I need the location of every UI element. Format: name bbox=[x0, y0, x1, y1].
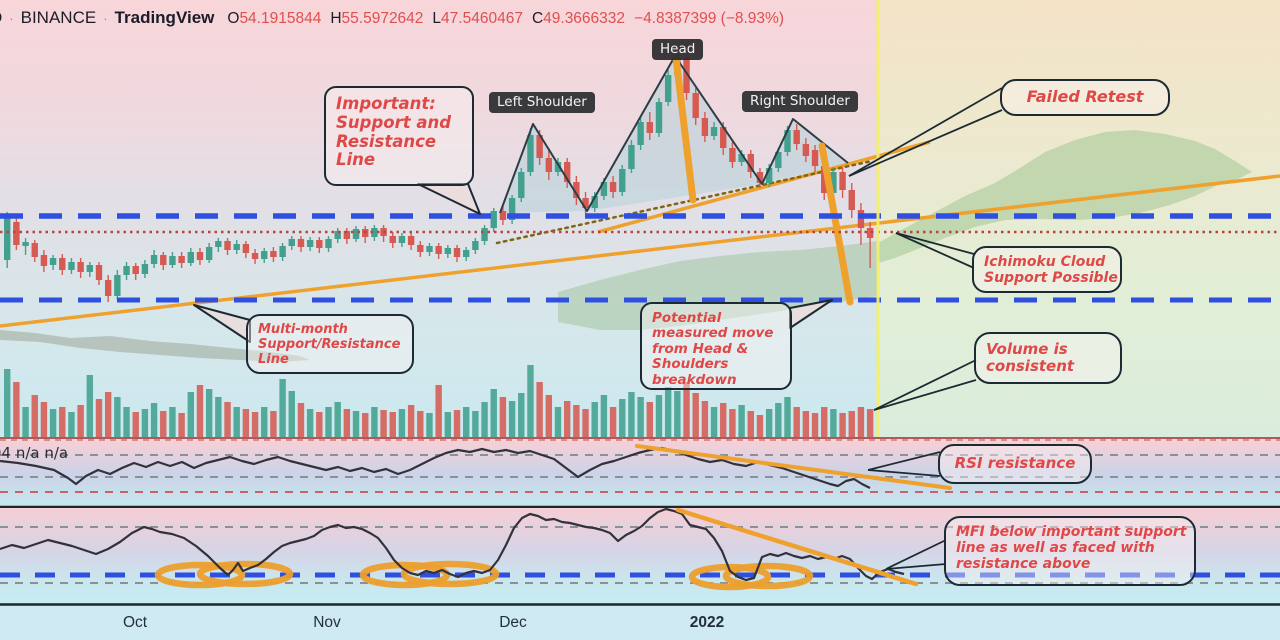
axis-month-2022: 2022 bbox=[689, 614, 725, 631]
callout-text: consistent bbox=[986, 357, 1075, 376]
separator-dot: · bbox=[9, 11, 14, 26]
volume-bars-layer bbox=[4, 365, 874, 437]
symbol-fragment: D bbox=[0, 8, 2, 28]
callout-pointer-mfi-note bbox=[885, 539, 947, 570]
callout-multi-month[interactable]: Multi-month Support/Resistance Line bbox=[246, 314, 414, 374]
callout-rsi-resistance[interactable]: RSI resistance bbox=[938, 444, 1092, 484]
callout-pointer-failed-retest bbox=[848, 109, 1003, 177]
change-value: −4.8387399 (−8.93%) bbox=[634, 10, 784, 27]
callout-text: from Head & bbox=[652, 340, 749, 357]
callout-text: line as well as faced with bbox=[956, 539, 1155, 556]
callout-tail-multi-month bbox=[193, 304, 251, 343]
callout-text: Potential bbox=[652, 310, 722, 326]
pattern-label-head[interactable]: Head bbox=[652, 39, 704, 60]
callout-pointer-volume-consistent bbox=[873, 379, 977, 411]
callout-text: RSI resistance bbox=[954, 454, 1076, 473]
callout-text: Ichimoku Cloud bbox=[984, 254, 1106, 270]
callout-text: Volume is bbox=[986, 340, 1068, 358]
pattern-label-left-shoulder[interactable]: Left Shoulder bbox=[489, 92, 595, 113]
symbol-legend[interactable]: D · BINANCE · TradingView O54.1915844 H5… bbox=[0, 8, 784, 28]
ohlc-values: O54.1915844 H55.5972642 L47.5460467 C49.… bbox=[227, 10, 784, 27]
pattern-label-right-shoulder[interactable]: Right Shoulder bbox=[742, 91, 858, 112]
callout-text: resistance above bbox=[956, 555, 1091, 572]
rsi-indicator-legend[interactable]: 94 n/a n/a bbox=[0, 444, 69, 462]
neckline-dotted bbox=[495, 159, 874, 245]
callout-ichimoku[interactable]: Ichimoku Cloud Support Possible bbox=[972, 246, 1122, 293]
rsi-resistance-trendline bbox=[635, 444, 952, 490]
callout-text: Shoulders bbox=[652, 356, 729, 373]
exchange-label[interactable]: BINANCE bbox=[20, 8, 97, 27]
callout-pointer-volume-consistent bbox=[873, 359, 977, 411]
callout-text: MFI below important support bbox=[956, 524, 1187, 540]
callout-text: Multi-month bbox=[258, 322, 348, 337]
callout-text: Resistance bbox=[336, 131, 437, 151]
callout-text: Support/Resistance bbox=[258, 336, 401, 352]
callout-text: Important: bbox=[336, 94, 436, 113]
axis-month-oct: Oct bbox=[122, 614, 148, 631]
measured-move-line-2 bbox=[818, 142, 854, 306]
axis-month-nov: Nov bbox=[313, 614, 341, 631]
callout-text: Failed Retest bbox=[1026, 87, 1144, 107]
rsi-line bbox=[0, 446, 871, 489]
mfi-highlight-circle bbox=[722, 562, 814, 590]
callout-failed-retest[interactable]: Failed Retest bbox=[1000, 79, 1170, 116]
time-axis[interactable]: Oct Nov Dec 2022 bbox=[0, 606, 1280, 640]
callout-text: Support Possible bbox=[984, 269, 1118, 286]
callout-text: breakdown bbox=[652, 371, 737, 388]
callout-measured-move[interactable]: Potential measured move from Head & Shoulde… bbox=[640, 302, 792, 390]
mfi-highlight-circle bbox=[359, 561, 451, 589]
callout-text: measured move bbox=[652, 325, 774, 342]
callout-pointer-mfi-note bbox=[885, 563, 947, 570]
callout-pointer-ichimoku bbox=[895, 232, 975, 255]
measured-move-line-1 bbox=[672, 54, 697, 204]
mfi-resistance-trendline bbox=[675, 507, 919, 587]
callout-pointer-rsi-resistance bbox=[867, 451, 941, 471]
callout-volume-consistent[interactable]: Volume is consistent bbox=[974, 332, 1122, 384]
callout-pointer-failed-retest bbox=[848, 87, 1003, 177]
callout-text: Support and bbox=[336, 112, 452, 132]
mfi-line bbox=[0, 507, 905, 582]
mfi-highlight-circle bbox=[154, 561, 246, 589]
callout-text: Line bbox=[336, 150, 376, 170]
callout-mfi-note[interactable]: MFI below important support line as well … bbox=[944, 516, 1196, 586]
callout-pointer-rsi-resistance bbox=[867, 469, 941, 477]
callout-pointer-ichimoku bbox=[895, 232, 975, 269]
retest-trendline bbox=[597, 140, 931, 234]
mfi-highlight-circle bbox=[196, 560, 294, 588]
separator-dot: · bbox=[103, 11, 108, 26]
mfi-highlight-circle bbox=[688, 563, 772, 591]
platform-label[interactable]: TradingView bbox=[114, 8, 215, 27]
candles-layer bbox=[4, 52, 874, 302]
ichimoku-cloud-future bbox=[878, 130, 1252, 263]
ichimoku-cloud-left bbox=[0, 330, 310, 362]
callout-text: Line bbox=[258, 351, 289, 367]
axis-month-dec: Dec bbox=[499, 614, 527, 631]
mfi-highlight-circle bbox=[400, 560, 500, 588]
callout-important[interactable]: Important: Support and Resistance Line bbox=[324, 86, 474, 186]
